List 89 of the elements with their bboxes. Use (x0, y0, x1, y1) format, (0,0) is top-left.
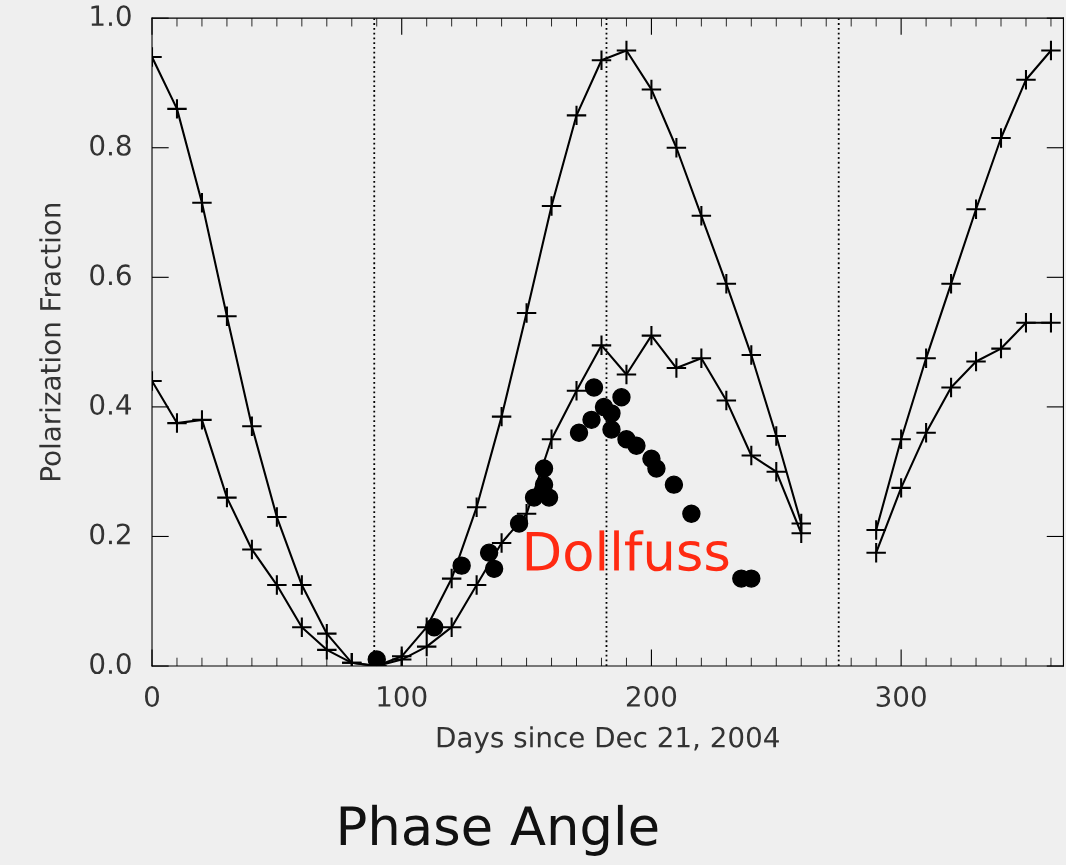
point (490, 405, 513, 428)
point (166, 412, 188, 434)
point (715, 389, 738, 412)
x-axis-title: Days since Dec 21, 2004 (437, 726, 779, 754)
point (590, 49, 613, 72)
point (665, 136, 688, 159)
point (690, 205, 713, 227)
point (1015, 311, 1037, 334)
point (865, 541, 887, 564)
point (765, 460, 788, 483)
point (465, 574, 488, 596)
annotation: Dollfuss (526, 530, 729, 572)
point (367, 650, 386, 667)
point (640, 78, 663, 101)
point (627, 436, 646, 455)
point (690, 347, 713, 370)
point (166, 98, 188, 120)
point (465, 496, 488, 519)
point (584, 378, 604, 397)
point (452, 556, 471, 575)
point (915, 422, 937, 444)
point (765, 425, 788, 447)
y-axis-title: Polarization Fraction (39, 203, 61, 480)
point (665, 357, 688, 379)
point (490, 532, 513, 554)
point (266, 506, 288, 528)
point (865, 519, 887, 541)
point (715, 273, 738, 295)
point (1015, 68, 1037, 91)
point (241, 415, 263, 438)
point (740, 344, 763, 366)
point (565, 104, 588, 127)
point (241, 538, 263, 561)
point (990, 127, 1012, 149)
point (915, 347, 937, 370)
point (1040, 39, 1062, 62)
y-tick-label: 0.6 (90, 264, 131, 286)
x-tick-label: 200 (626, 685, 677, 707)
point (640, 324, 663, 347)
point (484, 559, 504, 579)
point (602, 420, 621, 439)
point (216, 305, 238, 327)
y-tick-label: 0.2 (90, 523, 130, 545)
point (266, 574, 288, 596)
point (940, 273, 962, 295)
point (540, 428, 563, 451)
point (965, 350, 987, 373)
point (890, 477, 912, 499)
point (615, 363, 638, 386)
point (291, 616, 313, 638)
y-tick-label: 0.4 (90, 393, 132, 415)
point (790, 522, 813, 544)
y-tick-label: 0.8 (90, 134, 131, 156)
y-tick-label: 0.0 (90, 653, 131, 675)
point (515, 302, 538, 324)
x-tick-label: 300 (876, 685, 926, 707)
point (291, 574, 313, 596)
point (682, 504, 701, 523)
point (965, 198, 987, 221)
point (191, 409, 213, 431)
point (479, 543, 499, 562)
point (316, 639, 338, 661)
point (647, 459, 666, 478)
point (534, 459, 554, 478)
point (590, 334, 613, 357)
point (415, 635, 438, 658)
point (615, 39, 638, 62)
point (582, 410, 601, 430)
point (216, 486, 238, 509)
point (565, 379, 588, 402)
x-tick-label: 100 (378, 685, 427, 707)
point (602, 404, 621, 423)
point (424, 617, 444, 637)
point (940, 376, 962, 399)
point (191, 192, 213, 214)
point (540, 195, 563, 217)
point (569, 423, 589, 443)
point (1040, 311, 1062, 334)
point (539, 488, 559, 507)
point (740, 444, 763, 467)
x-tick-label: 0 (145, 685, 159, 707)
text: Phase Angle (340, 804, 658, 856)
point (990, 337, 1012, 360)
point (890, 428, 912, 451)
point (612, 387, 631, 407)
point (664, 475, 684, 494)
point (440, 567, 463, 590)
y-tick-label: 1.0 (91, 5, 131, 27)
point (440, 616, 463, 638)
